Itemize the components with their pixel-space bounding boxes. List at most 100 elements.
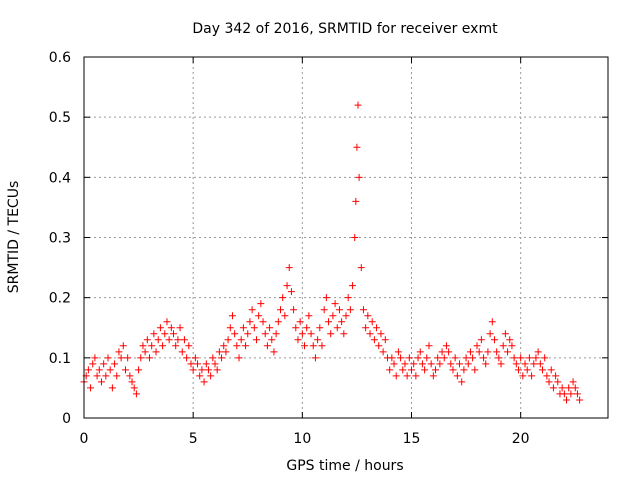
data-point (373, 324, 381, 332)
data-point (200, 378, 208, 386)
data-point (539, 366, 546, 374)
data-point (399, 366, 407, 374)
x-tick-label: 20 (512, 431, 530, 447)
data-point (554, 378, 562, 386)
data-point (198, 366, 206, 374)
data-point (246, 318, 254, 326)
x-tick-label: 0 (80, 431, 89, 447)
data-point (523, 366, 531, 374)
data-point (418, 360, 426, 368)
data-point (547, 366, 555, 374)
data-point (532, 354, 540, 362)
data-point (148, 342, 156, 350)
data-point (130, 384, 138, 392)
data-point (128, 378, 136, 386)
data-point (469, 354, 477, 362)
data-point (211, 360, 219, 368)
data-point (493, 348, 501, 356)
data-point (370, 336, 378, 344)
data-point (560, 390, 568, 398)
data-point (549, 384, 557, 392)
data-point (528, 372, 536, 380)
data-point (287, 288, 295, 296)
data-point (290, 306, 298, 314)
data-point (354, 101, 362, 109)
data-point (237, 336, 245, 344)
data-point (303, 324, 311, 332)
data-point (565, 384, 573, 392)
y-tick-label: 0.6 (49, 50, 71, 66)
data-point (576, 396, 584, 404)
data-point (375, 342, 383, 350)
data-point (355, 173, 363, 181)
y-tick-labels: 0 0.1 0.2 0.3 0.4 0.5 0.6 (49, 50, 71, 427)
data-point (327, 330, 335, 338)
data-point (165, 336, 173, 344)
data-point (97, 378, 105, 386)
data-point (512, 360, 520, 368)
data-point (333, 324, 341, 332)
data-point (183, 354, 191, 362)
data-point (445, 348, 453, 356)
data-point (84, 366, 92, 374)
data-point (274, 318, 282, 326)
data-point (379, 348, 387, 356)
data-point (567, 390, 575, 398)
data-point (111, 360, 119, 368)
data-point (525, 354, 533, 362)
data-point (521, 360, 529, 368)
data-point (440, 354, 448, 362)
data-point (322, 294, 330, 302)
data-point (338, 318, 346, 326)
data-point (102, 372, 110, 380)
data-point (325, 318, 333, 326)
data-point (235, 354, 243, 362)
data-point (93, 372, 101, 380)
data-point (434, 354, 442, 362)
data-point (569, 378, 577, 386)
data-point (353, 143, 361, 151)
data-point (316, 324, 324, 332)
data-point (154, 336, 162, 344)
data-point (340, 330, 348, 338)
data-point (401, 360, 409, 368)
data-point (108, 384, 116, 392)
data-point (135, 366, 143, 374)
data-point (344, 294, 352, 302)
data-point (117, 354, 125, 362)
data-point (412, 372, 420, 380)
data-point (239, 324, 247, 332)
data-point (91, 354, 99, 362)
data-point (301, 342, 309, 350)
data-point (222, 348, 230, 356)
data-point (504, 348, 512, 356)
data-point (506, 336, 514, 344)
data-point (477, 336, 485, 344)
data-point (104, 354, 112, 362)
data-point (458, 378, 466, 386)
data-point (277, 306, 284, 314)
data-point (139, 342, 147, 350)
data-point (272, 330, 280, 338)
data-point (257, 300, 265, 308)
data-point (268, 336, 276, 344)
data-point (228, 312, 236, 320)
data-point (368, 318, 376, 326)
data-point (126, 372, 134, 380)
data-point (359, 306, 367, 314)
y-tick-label: 0 (62, 411, 71, 427)
data-point (167, 324, 175, 332)
data-point (410, 360, 418, 368)
data-point (294, 336, 302, 344)
data-point (473, 342, 481, 350)
data-point (486, 330, 494, 338)
data-point (490, 336, 498, 344)
data-point (121, 366, 129, 374)
data-point (213, 366, 221, 374)
data-point (466, 348, 474, 356)
x-tick-labels: 0 5 10 15 20 (80, 431, 530, 447)
data-point (471, 366, 479, 374)
data-point (233, 342, 241, 350)
data-point (242, 342, 250, 350)
data-point (364, 312, 372, 320)
